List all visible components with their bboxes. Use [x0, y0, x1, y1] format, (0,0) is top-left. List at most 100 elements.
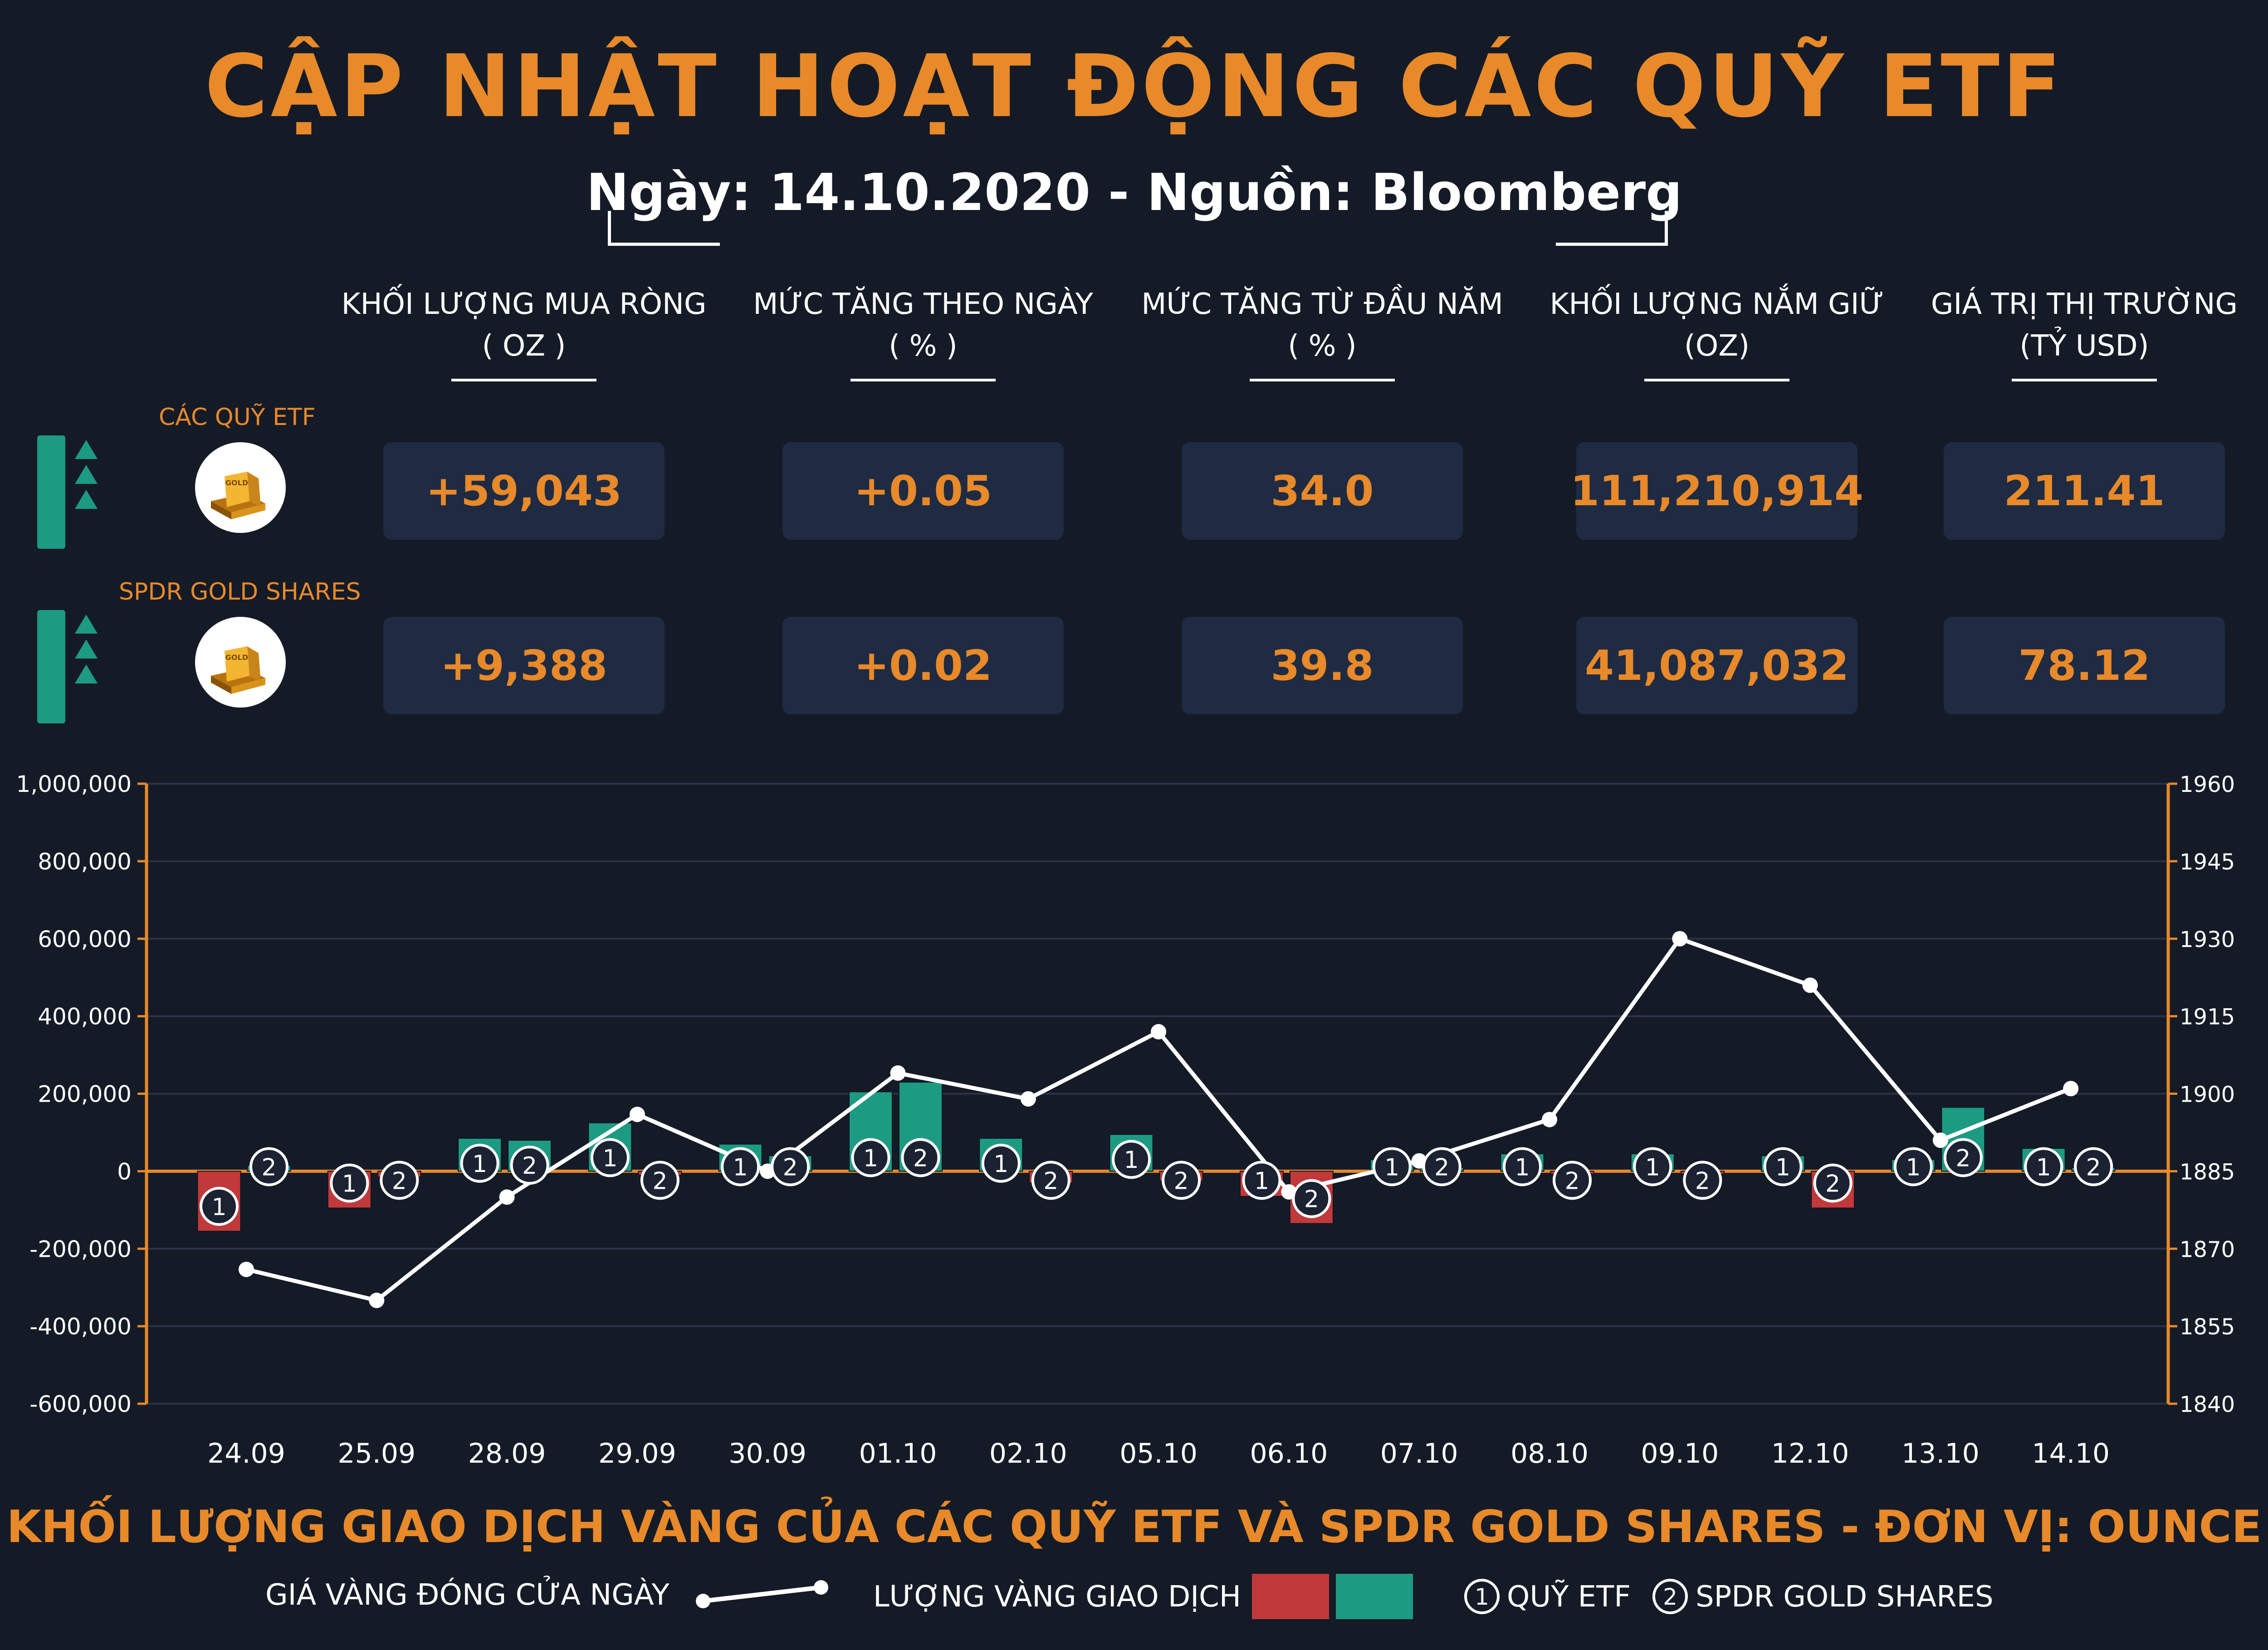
- marker-label: 1: [342, 1171, 357, 1198]
- x-tick-label: 13.10: [1901, 1438, 1980, 1469]
- y2-tick-label: 1855: [2180, 1314, 2235, 1340]
- marker-circle: [2024, 1147, 2063, 1186]
- series-marker-1: 1: [2024, 1147, 2063, 1186]
- marker-label: 2: [1825, 1171, 1840, 1198]
- price-point: [1932, 1133, 1948, 1148]
- marker-label: 2: [1043, 1167, 1058, 1195]
- price-point: [499, 1189, 515, 1205]
- price-line: [245, 936, 2072, 1303]
- x-tick-label: 01.10: [859, 1438, 937, 1469]
- legend-negative-swatch: [1252, 1574, 1329, 1619]
- legend-price-label: GIÁ VÀNG ĐÓNG CỬA NGÀY: [265, 1578, 670, 1612]
- marker-circle: [901, 1138, 940, 1177]
- x-tick-label: 06.10: [1250, 1438, 1328, 1469]
- value-box: 78.12: [1944, 617, 2225, 714]
- marker-circle: [640, 1161, 679, 1200]
- marker-label: 1: [1384, 1154, 1399, 1181]
- marker-circle: [1031, 1161, 1070, 1200]
- series-marker-1: 1: [981, 1143, 1021, 1183]
- series-marker-2: 2: [1553, 1161, 1592, 1200]
- x-tick-label: 28.09: [468, 1438, 546, 1469]
- y-tick-label: 1,000,000: [16, 771, 132, 797]
- price-point: [2063, 1081, 2079, 1097]
- marker-circle: [1242, 1161, 1281, 1200]
- marker-circle: [380, 1161, 419, 1200]
- marker-label: 2: [392, 1167, 407, 1195]
- x-tick-label: 07.10: [1380, 1438, 1458, 1469]
- y-tick-label: 600,000: [38, 926, 132, 952]
- marker-circle: [721, 1147, 760, 1186]
- y2-tick-label: 1945: [2180, 849, 2235, 875]
- y-tick-label: -600,000: [29, 1391, 132, 1417]
- column-header-underline: [2012, 379, 2157, 381]
- series-marker-2: 2: [640, 1161, 679, 1200]
- legend-marker-1-icon: 1: [1464, 1579, 1500, 1614]
- column-header-line1: GIÁ TRỊ THỊ TRƯỜNG: [1931, 288, 2238, 321]
- y-tick-label: -400,000: [29, 1313, 132, 1340]
- value-box: 41,087,032: [1576, 617, 1857, 714]
- series-marker-2: 2: [1943, 1138, 1983, 1177]
- price-point: [369, 1293, 385, 1308]
- column-header-line2: (TỶ USD): [2019, 329, 2149, 363]
- marker-circle: [1372, 1147, 1412, 1186]
- page-title: CẬP NHẬT HOẠT ĐỘNG CÁC QUỸ ETF: [205, 36, 2064, 137]
- marker-label: 1: [1124, 1147, 1139, 1174]
- column-header-1: KHỐI LƯỢNG MUA RÒNG ( OZ ): [320, 283, 728, 367]
- marker-circle: [1813, 1163, 1853, 1203]
- marker-circle: [1763, 1147, 1803, 1186]
- price-point: [239, 1261, 254, 1277]
- x-tick-label: 08.10: [1510, 1438, 1589, 1469]
- legend-spdr-label: SPDR GOLD SHARES: [1696, 1580, 1994, 1614]
- series-marker-1: 1: [200, 1186, 239, 1226]
- marker-label: 1: [1775, 1154, 1790, 1181]
- up-triangles-icon: [75, 615, 98, 683]
- series-marker-2: 2: [249, 1147, 288, 1186]
- series-marker-2: 2: [1683, 1161, 1722, 1200]
- column-header-line2: (OZ): [1684, 329, 1750, 363]
- marker-label: 1: [1645, 1154, 1660, 1181]
- marker-circle: [851, 1138, 890, 1177]
- y2-tick-label: 1960: [2180, 772, 2235, 797]
- y2-tick-label: 1915: [2180, 1005, 2235, 1030]
- marker-circle: [1943, 1138, 1983, 1177]
- y2-tick-label: 1840: [2180, 1392, 2235, 1417]
- column-header-4: KHỐI LƯỢNG NẮM GIỮ (OZ): [1513, 283, 1921, 367]
- value-box: +0.05: [782, 442, 1064, 540]
- marker-circle: [249, 1147, 288, 1186]
- x-tick-label: 02.10: [989, 1438, 1067, 1469]
- marker-label: 1: [733, 1154, 748, 1181]
- page-subtitle: Ngày: 14.10.2020 - Nguồn: Bloomberg: [586, 163, 1682, 222]
- column-header-line2: ( % ): [889, 329, 958, 363]
- marker-circle: [1292, 1179, 1331, 1218]
- marker-label: 1: [1254, 1167, 1269, 1195]
- y2-tick-label: 1885: [2180, 1159, 2235, 1185]
- marker-circle: [330, 1163, 369, 1203]
- marker-label: 2: [1564, 1167, 1579, 1195]
- marker-label: 2: [913, 1145, 928, 1172]
- marker-label: 2: [1434, 1154, 1449, 1181]
- series-marker-1: 1: [460, 1143, 499, 1183]
- x-tick-label: 30.09: [728, 1438, 807, 1469]
- x-tick-label: 09.10: [1641, 1438, 1719, 1469]
- marker-label: 2: [1304, 1186, 1319, 1213]
- marker-label: 1: [2036, 1154, 2051, 1181]
- marker-circle: [1683, 1161, 1722, 1200]
- series-marker-1: 1: [330, 1163, 369, 1203]
- marker-circle: [1503, 1147, 1542, 1186]
- series-marker-1: 1: [1503, 1147, 1542, 1186]
- value-box: +59,043: [383, 442, 665, 540]
- y-tick-label: 200,000: [38, 1081, 132, 1108]
- column-header-underline: [850, 379, 996, 381]
- marker-label: 1: [602, 1145, 617, 1172]
- column-header-line2: ( OZ ): [482, 329, 566, 363]
- value-box: +0.02: [782, 617, 1064, 714]
- y-tick-label: 800,000: [38, 849, 132, 875]
- increase-indicator-bar: [37, 610, 65, 723]
- marker-circle: [1422, 1147, 1461, 1186]
- y2-tick-label: 1870: [2180, 1237, 2235, 1262]
- series-marker-1: 1: [851, 1138, 890, 1177]
- legend-marker-2-icon: 2: [1652, 1579, 1688, 1614]
- y-tick-label: -200,000: [29, 1236, 132, 1262]
- marker-label: 2: [522, 1152, 537, 1180]
- column-header-3: MỨC TĂNG TỪ ĐẦU NĂM ( % ): [1118, 283, 1526, 367]
